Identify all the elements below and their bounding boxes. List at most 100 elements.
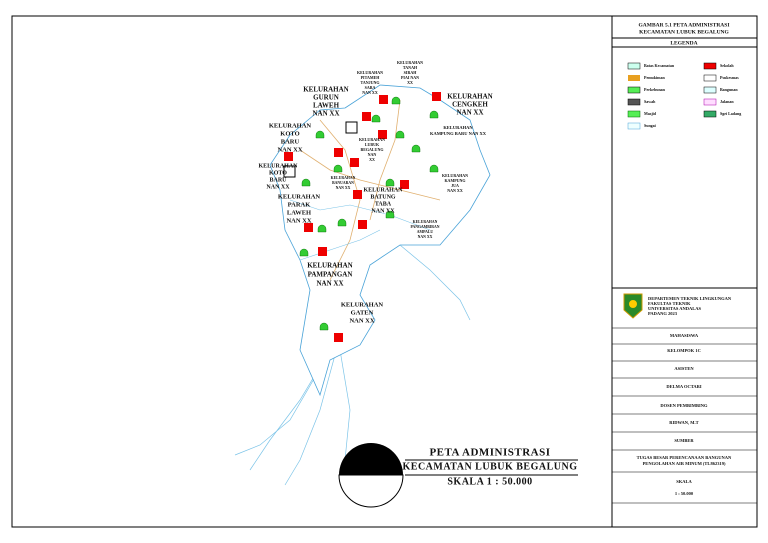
area-label: KELURAHAN [269,122,312,129]
area-label: NAN XX [371,208,395,214]
panel-row: SUMBER [674,438,694,443]
school-markers [284,92,441,342]
scale-symbol [338,474,404,508]
area-label: LUBUK [365,142,380,147]
legend-label: Perkebunan [644,87,666,92]
panel-row: ASISTEN [674,366,694,371]
legend-label: Bangunan [720,87,738,92]
area-label: XX [407,80,413,85]
area-label: KELURAHAN [447,93,493,101]
area-label: GATEN [351,309,374,316]
area-label: LAWEH [287,209,311,216]
legend-label: Sgei Ladang [720,111,741,116]
area-label: GURUN [313,94,339,102]
school [334,333,343,342]
school [304,223,313,232]
school [378,130,387,139]
institution: FAKULTAS TEKNIK [648,301,691,306]
school [350,158,359,167]
district-boundary [269,84,491,397]
mosque [333,164,343,173]
area-label: PARAK [288,201,311,208]
map-title-block [338,443,578,508]
area-label: TANAH [403,65,418,70]
road [319,119,361,281]
area-label: PANGAMBIRAN [410,225,439,229]
map-area [234,84,491,486]
area-label: KELURAHAN [341,301,384,308]
mosque [411,144,421,153]
mosque [429,164,439,173]
map-title: SKALA 1 : 50.000 [447,476,532,487]
mosque [371,114,381,123]
area-label: PITAMEH [361,75,381,80]
area-label: TABA [375,201,392,207]
mosque [385,210,395,219]
school [334,148,343,157]
area-label: KELURAHAN [359,137,385,142]
area-label: KELURAHAN [331,176,356,180]
area-label: KAMPUNG BARU NAN XX [430,131,487,136]
legend-label: Masjid [644,111,657,116]
legend-swatch [627,86,641,94]
mosque [385,178,395,187]
river [399,244,471,321]
area-label: KELURAHAN [443,125,473,130]
river [339,349,351,461]
mosque [337,218,347,227]
mosque [315,130,325,139]
legend-swatch [703,86,717,94]
area-label: NAN XX [316,280,343,288]
institution: UNIVERSITAS ANDALAS [648,306,702,311]
area-label: KAMPUNG [444,178,465,183]
road [299,149,441,201]
legend-swatch [703,98,717,106]
mosque [299,248,309,257]
legend-label: Sungai [644,123,657,128]
area-label: KOTO [280,130,299,137]
legend-swatch [627,98,641,106]
logo-emblem [629,300,637,308]
area-label: KELURAHAN [363,187,403,193]
panel-row: TUGAS BESAR PERENCANAAN BANGUNAN [637,455,732,460]
school [353,190,362,199]
area-label: NAN XX [418,235,433,239]
panel-title: GAMBAR 5.1 PETA ADMINISTRASI [639,22,730,28]
panel-row: PENGOLAHAN AIR MINUM (TL862319) [643,461,726,466]
area-label: AMPALU [417,230,434,234]
area-label: BATUNG [370,194,396,200]
river [284,354,336,486]
legend-title: LEGENDA [670,40,697,46]
institution: PADANG 2023 [648,311,678,316]
road [369,99,401,221]
area-label: KELURAHAN [397,60,423,65]
area-label: PAMPANGAN [308,271,353,279]
panel-row: SKALA [676,479,692,484]
area-label: BEGALUNG [361,147,384,152]
area-label: KELURAHAN [278,193,321,200]
legend-label: Sekolah [720,63,734,68]
school [358,220,367,229]
area-label: SABA [365,85,376,90]
area-label: NAN XX [277,146,302,153]
mosque [429,110,439,119]
health-center [283,165,296,178]
mosque [391,96,401,105]
mosque-markers [299,96,439,331]
legend-label: Sawah [644,99,656,104]
area-label: NAN XX [336,186,351,190]
panel [612,37,757,319]
mosque [319,322,329,331]
area-label: XX [369,157,375,162]
panel-row: MAHASISWA [670,333,699,338]
area-label: CENGKEH [452,101,488,109]
area-label: NAN XX [312,110,339,118]
legend-swatch [627,110,641,118]
area-label: KELURAHAN [303,86,349,94]
area-label: NAN [368,152,377,157]
map-title: KECAMATAN LUBUK BEGALUNG [403,461,578,472]
school [400,180,409,189]
panel-row: 1 : 50.000 [675,491,694,496]
area-label: KOTO [269,170,287,176]
